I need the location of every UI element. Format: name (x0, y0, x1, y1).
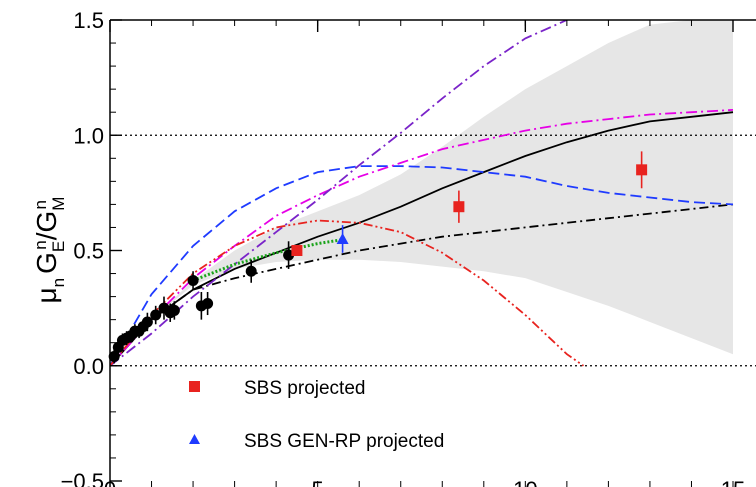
ylabel-gm-sup: n (31, 200, 50, 209)
y-axis-label: μnGEn/GMn (31, 197, 68, 304)
data-point-1-2 (636, 164, 648, 176)
data-point-0-0 (108, 351, 120, 363)
y-tick-label-3: 1.0 (73, 123, 104, 148)
ylabel-gm-sub: M (49, 197, 68, 211)
data-point-1-0 (291, 245, 303, 256)
axes (109, 19, 756, 487)
ylabel-mu: μ (31, 287, 62, 303)
legend-marker-square (189, 381, 200, 392)
uncertainty-band (110, 20, 733, 366)
legend-label-gen-rp: SBS GEN-RP projected (244, 431, 444, 452)
legend-marker-triangle (189, 434, 200, 444)
svg-text:μnGEn/GMn: μnGEn/GMn (31, 197, 68, 304)
data-point-0-8 (141, 316, 153, 328)
data-point-0-9 (150, 309, 162, 321)
data-point-0-13 (187, 274, 199, 286)
curve-0 (110, 111, 734, 367)
data-point-0-17 (283, 249, 295, 261)
curve-3 (110, 109, 734, 367)
data-point-1-1 (453, 201, 465, 213)
ylabel-slash: /G (31, 211, 62, 241)
legend: SBS projected SBS GEN-RP projected (189, 378, 444, 452)
data-points (108, 151, 648, 364)
data-point-0-12 (168, 304, 180, 316)
legend-label-sbs: SBS projected (244, 378, 365, 399)
curve-5 (110, 219, 585, 367)
curve-4 (110, 20, 569, 367)
y-tick-label-1: 0.0 (73, 354, 104, 379)
curve-6 (192, 237, 347, 282)
data-point-2-0 (336, 232, 349, 244)
ylabel-mu-sub: n (49, 278, 68, 287)
y-tick-label-2: 0.5 (73, 239, 104, 264)
y-tick-label-0: −0.5 (61, 469, 104, 487)
y-tick-label-4: 1.5 (73, 8, 104, 33)
curve-1 (110, 203, 734, 367)
model-curves (110, 20, 734, 367)
band-area (110, 20, 733, 366)
data-point-0-16 (245, 265, 257, 277)
data-point-0-15 (202, 298, 214, 310)
ylabel-ge-sup: n (31, 240, 50, 249)
ylabel-ge: G (31, 252, 62, 274)
ticks: −0.50.00.51.01.5051015 (61, 8, 745, 487)
ylabel-ge-sub: E (49, 241, 68, 252)
